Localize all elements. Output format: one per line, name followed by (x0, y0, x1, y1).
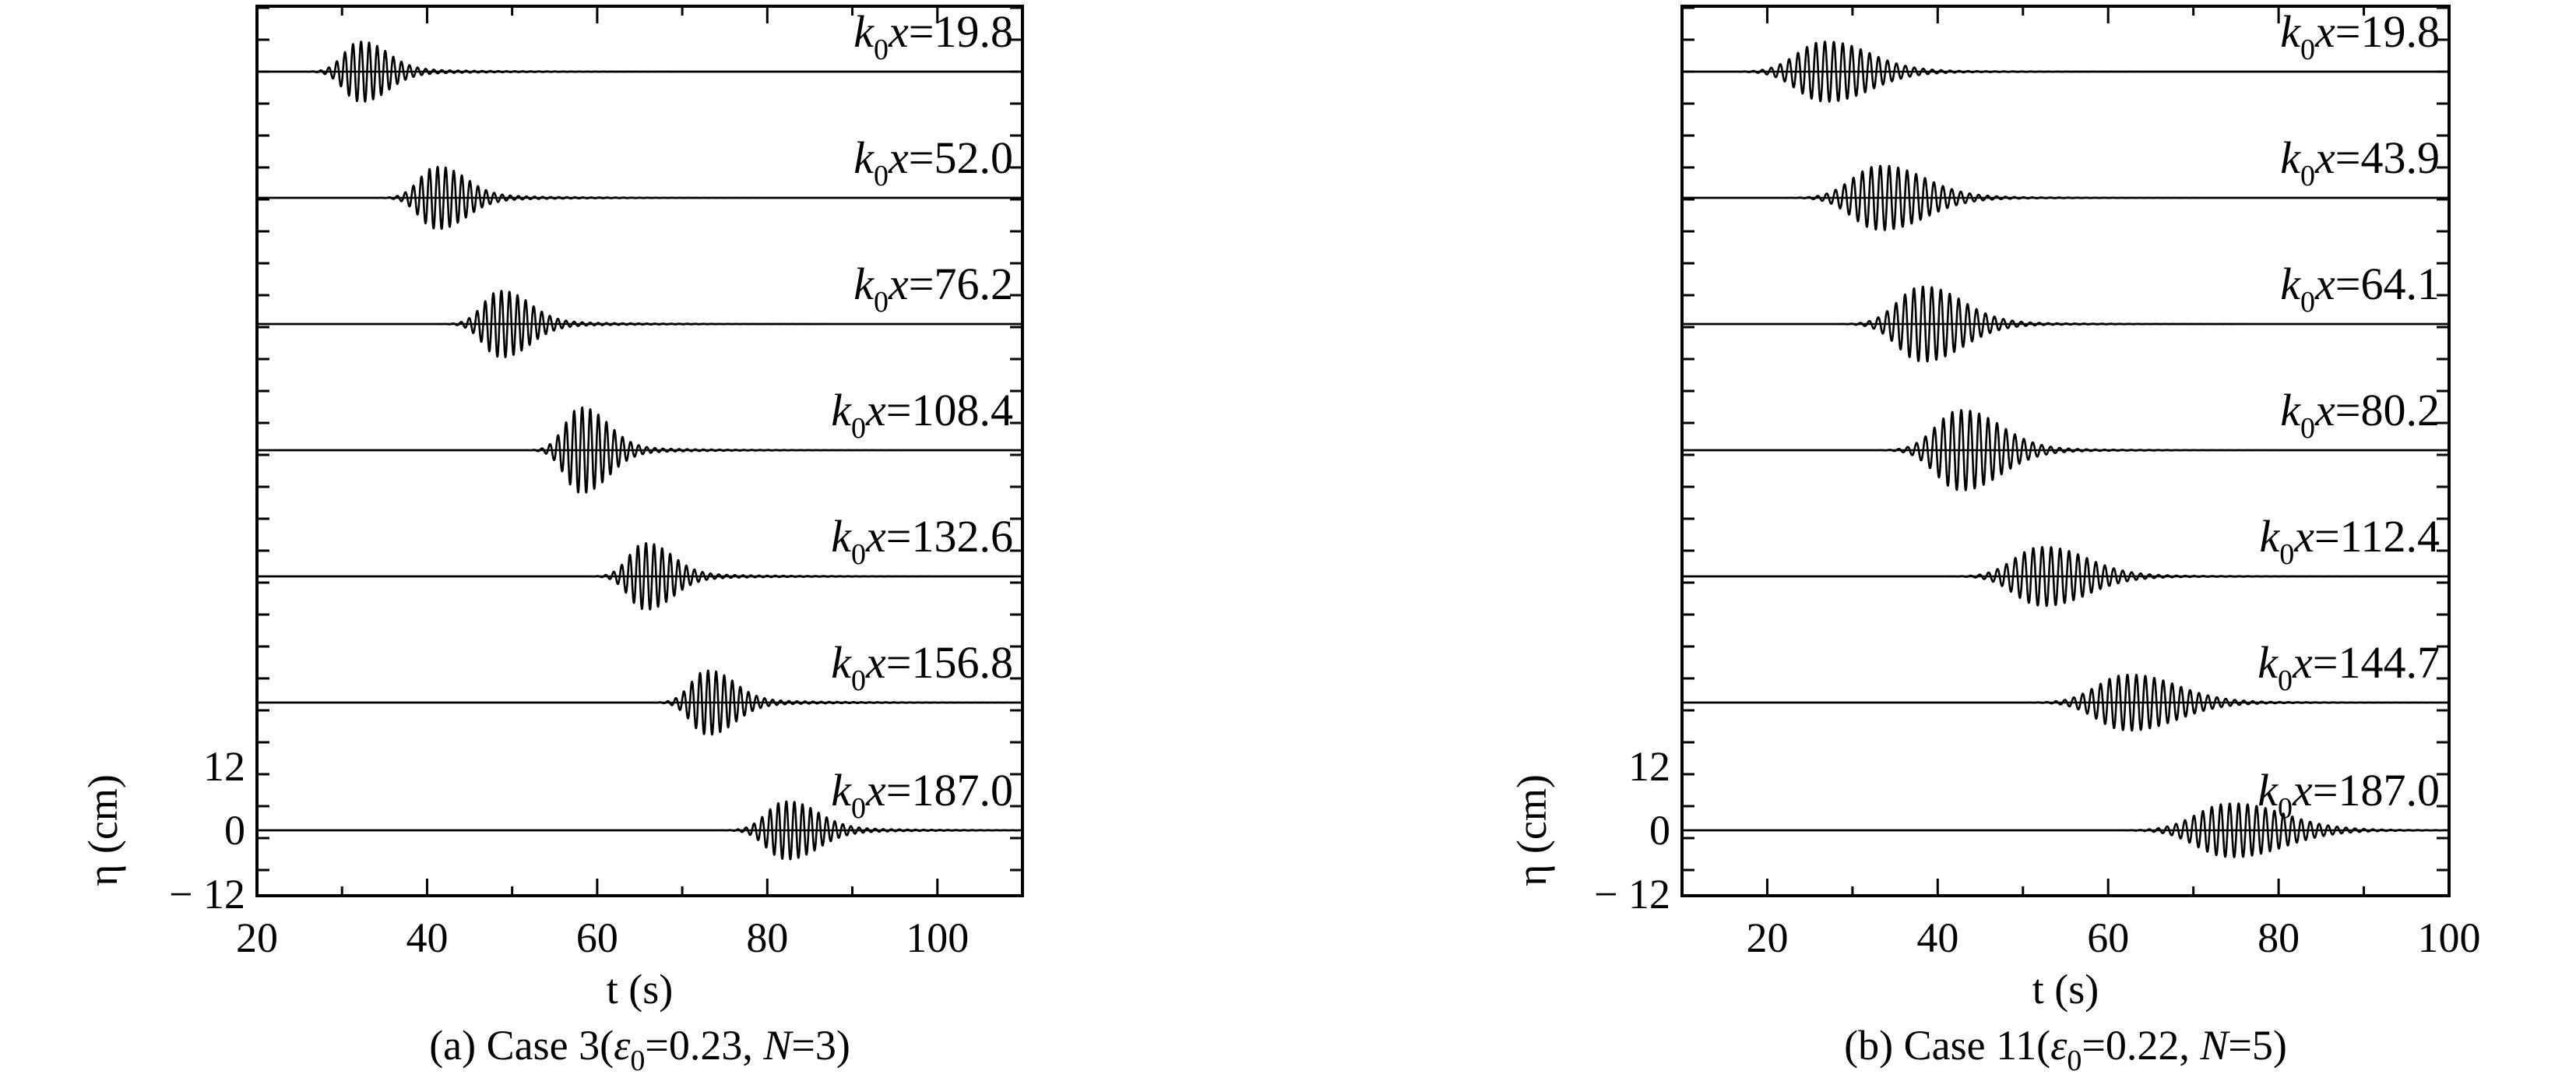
panel-b: 20 40 60 80 100 − 12 0 12 η (cm) t (s) (b) Case 11… (1508, 5, 2481, 1077)
trace-2: k0x=64.1 (1681, 259, 2450, 363)
trace-label: k0x=43.9 (2280, 132, 2440, 192)
trace-1: k0x=43.9 (1681, 132, 2450, 231)
trace-label: k0x=76.2 (853, 259, 1013, 319)
x-tick-label: 40 (1916, 914, 1958, 961)
x-tick-label: 60 (2087, 914, 2129, 961)
x-tick-label: 100 (906, 914, 969, 961)
trace-line (1681, 674, 2450, 732)
x-tick-label: 80 (746, 914, 788, 961)
trace-line (1681, 285, 2450, 363)
y-tick-label: − 12 (1594, 871, 1670, 918)
trace-0: k0x=19.8 (1681, 6, 2450, 103)
trace-label: k0x=187.0 (831, 765, 1013, 825)
y-axis-label: η (cm) (1508, 774, 1555, 886)
panel-a: 20 40 60 80 100 − 12 0 12 η (cm) t (s) (a) Case 3(… (79, 5, 1024, 1077)
trace-line (1681, 41, 2450, 103)
trace-line (256, 542, 1023, 611)
trace-4: k0x=132.6 (256, 511, 1023, 611)
x-tick-label: 80 (2258, 914, 2300, 961)
trace-line (256, 406, 1023, 494)
y-tick-label: − 12 (169, 871, 245, 918)
trace-label: k0x=52.0 (853, 132, 1013, 192)
trace-label: k0x=156.8 (831, 637, 1013, 697)
x-axis-label: t (s) (2032, 966, 2099, 1013)
trace-2: k0x=76.2 (256, 259, 1023, 358)
trace-line (1681, 802, 2450, 858)
trace-label: k0x=19.8 (853, 6, 1013, 66)
trace-5: k0x=156.8 (256, 637, 1023, 736)
trace-line (256, 41, 1023, 103)
y-tick-label: 0 (224, 807, 245, 854)
trace-line (1681, 546, 2450, 608)
trace-label: k0x=132.6 (831, 511, 1013, 571)
trace-line (1681, 409, 2450, 491)
trace-line (256, 165, 1023, 231)
x-tick-label: 40 (406, 914, 448, 961)
trace-label: k0x=112.4 (2259, 511, 2440, 571)
trace-6: k0x=187.0 (256, 765, 1023, 861)
trace-label: k0x=80.2 (2280, 385, 2440, 445)
trace-label: k0x=108.4 (831, 385, 1013, 445)
trace-line (256, 669, 1023, 736)
trace-label: k0x=19.8 (2280, 6, 2440, 66)
trace-0: k0x=19.8 (256, 6, 1023, 103)
trace-1: k0x=52.0 (256, 132, 1023, 231)
trace-line (256, 800, 1023, 861)
trace-label: k0x=187.0 (2258, 765, 2440, 825)
y-axis-label: η (cm) (79, 774, 126, 886)
trace-5: k0x=144.7 (1681, 637, 2450, 732)
x-tick-label: 20 (1746, 914, 1788, 961)
x-axis-label: t (s) (607, 966, 673, 1013)
x-tick-label: 20 (236, 914, 278, 961)
trace-label: k0x=64.1 (2280, 259, 2440, 319)
trace-3: k0x=80.2 (1681, 385, 2450, 491)
trace-label: k0x=144.7 (2258, 637, 2440, 697)
trace-4: k0x=112.4 (1681, 511, 2450, 608)
y-tick-label: 0 (1649, 807, 1670, 854)
trace-line (1681, 164, 2450, 231)
y-tick-label: 12 (1628, 743, 1670, 790)
panel-caption: (a) Case 3(ε0=0.23, N=3) (429, 1022, 850, 1077)
y-tick-label: 12 (203, 743, 245, 790)
trace-3: k0x=108.4 (256, 385, 1023, 494)
x-tick-label: 60 (576, 914, 618, 961)
trace-6: k0x=187.0 (1681, 765, 2450, 858)
panel-caption: (b) Case 11(ε0=0.22, N=5) (1844, 1022, 2287, 1077)
trace-line (256, 290, 1023, 358)
x-tick-label: 100 (2418, 914, 2481, 961)
